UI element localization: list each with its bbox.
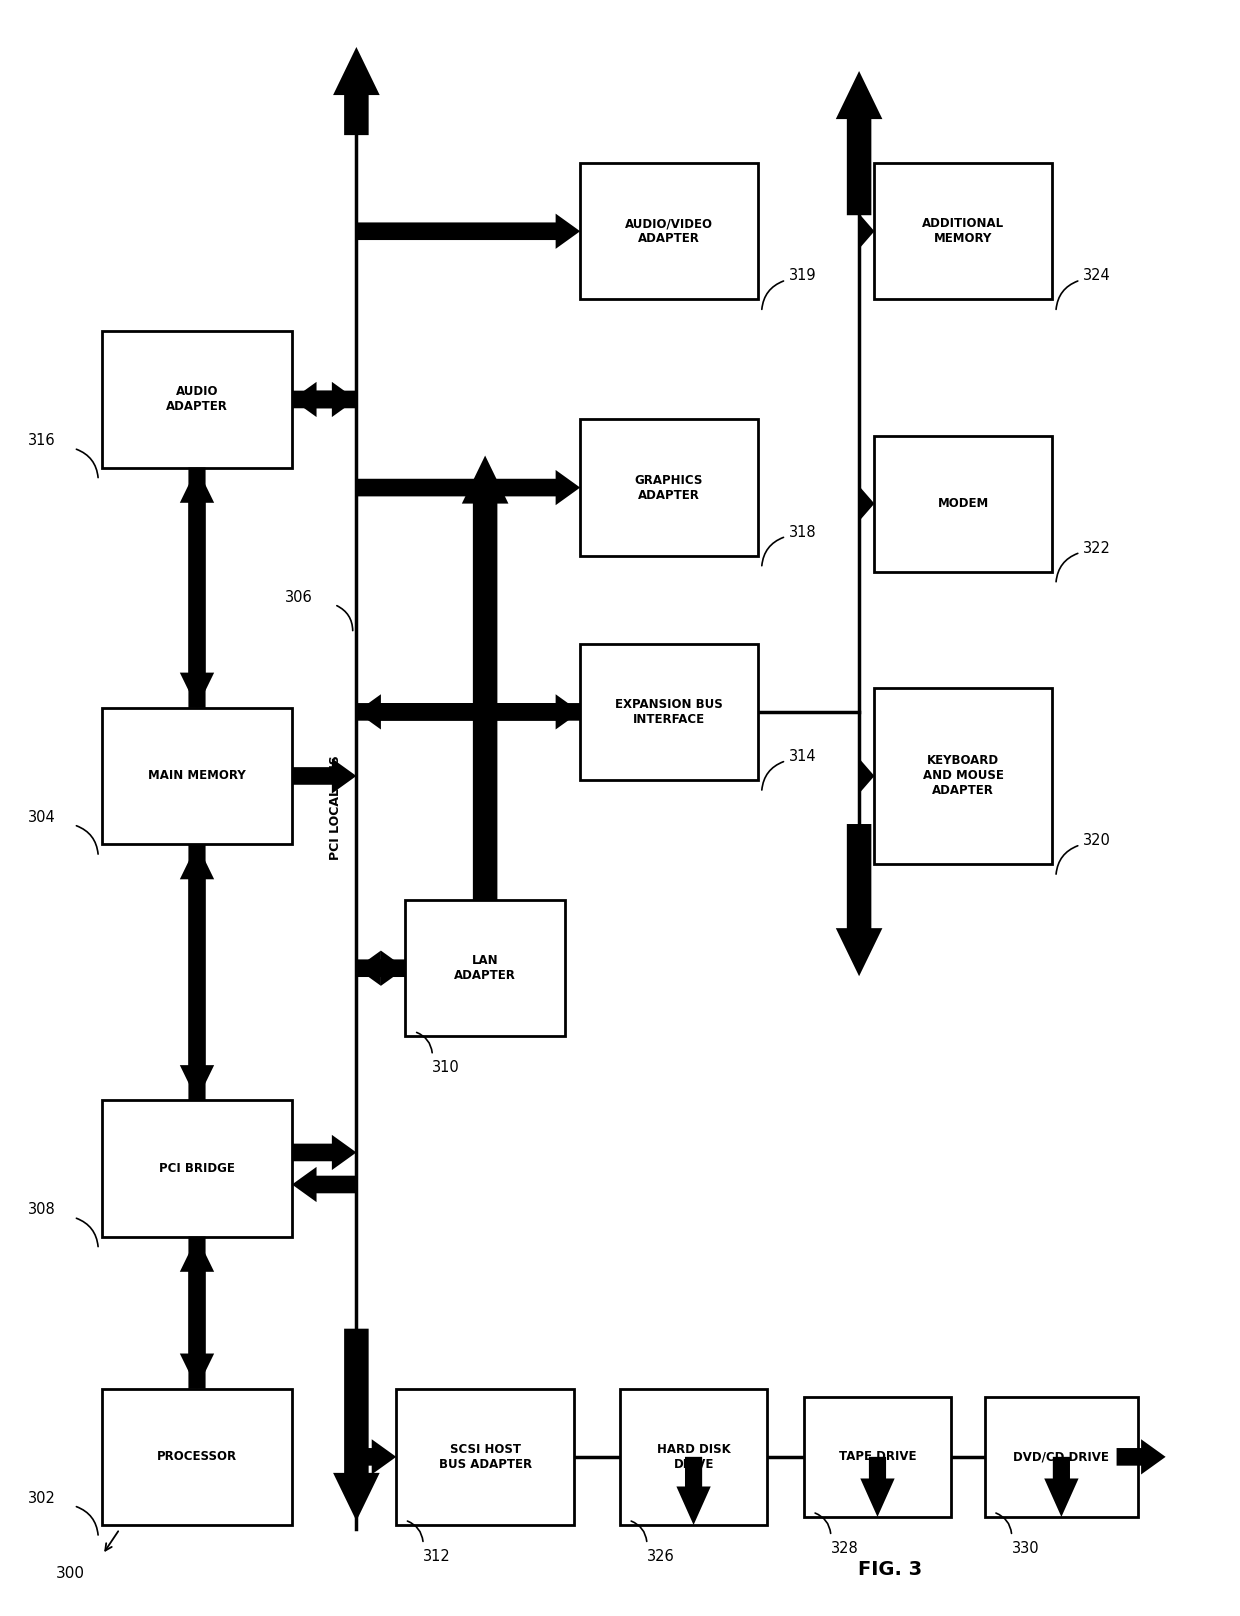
Text: 308: 308 <box>29 1202 56 1217</box>
Polygon shape <box>180 844 215 1100</box>
Polygon shape <box>356 1440 397 1474</box>
Text: 302: 302 <box>29 1490 56 1506</box>
Text: PROCESSOR: PROCESSOR <box>157 1450 237 1464</box>
Bar <box>102 708 291 844</box>
Text: PCI LOCAL BUS: PCI LOCAL BUS <box>329 756 342 860</box>
Bar <box>580 643 758 781</box>
Polygon shape <box>356 950 405 986</box>
Text: AUDIO/VIDEO
ADAPTER: AUDIO/VIDEO ADAPTER <box>625 217 713 246</box>
Polygon shape <box>1116 1440 1166 1474</box>
Text: 326: 326 <box>647 1550 675 1564</box>
Bar <box>874 435 1053 572</box>
Polygon shape <box>334 47 379 136</box>
Text: 312: 312 <box>423 1550 451 1564</box>
Text: MAIN MEMORY: MAIN MEMORY <box>148 769 246 782</box>
Polygon shape <box>1044 1458 1079 1517</box>
Bar <box>580 420 758 556</box>
Text: EXPANSION BUS
INTERFACE: EXPANSION BUS INTERFACE <box>615 698 723 726</box>
Text: 314: 314 <box>789 748 816 764</box>
Polygon shape <box>291 381 356 417</box>
Text: GRAPHICS
ADAPTER: GRAPHICS ADAPTER <box>635 473 703 501</box>
Bar <box>620 1388 768 1526</box>
Text: 300: 300 <box>56 1566 86 1582</box>
Polygon shape <box>861 1458 894 1517</box>
Polygon shape <box>180 467 215 708</box>
Polygon shape <box>180 467 215 708</box>
Bar <box>102 1388 291 1526</box>
Polygon shape <box>676 1458 711 1526</box>
Text: 316: 316 <box>29 433 56 448</box>
Text: 328: 328 <box>831 1542 858 1556</box>
Polygon shape <box>836 824 883 976</box>
Polygon shape <box>859 486 874 522</box>
Text: 306: 306 <box>285 590 312 604</box>
Text: FIG. 3: FIG. 3 <box>858 1559 921 1579</box>
Bar <box>985 1396 1138 1517</box>
Bar <box>874 688 1053 865</box>
Text: LAN
ADAPTER: LAN ADAPTER <box>454 953 516 983</box>
Polygon shape <box>356 213 580 249</box>
Text: KEYBOARD
AND MOUSE
ADAPTER: KEYBOARD AND MOUSE ADAPTER <box>923 755 1003 797</box>
Bar <box>397 1388 574 1526</box>
Text: SCSI HOST
BUS ADAPTER: SCSI HOST BUS ADAPTER <box>439 1443 532 1471</box>
Text: HARD DISK
DRIVE: HARD DISK DRIVE <box>657 1443 730 1471</box>
Text: MODEM: MODEM <box>937 498 990 511</box>
Polygon shape <box>356 695 580 729</box>
Polygon shape <box>461 456 508 900</box>
Polygon shape <box>180 1236 215 1388</box>
Polygon shape <box>859 213 874 249</box>
Text: 318: 318 <box>789 525 816 540</box>
Text: 330: 330 <box>1012 1542 1039 1556</box>
Text: 304: 304 <box>29 810 56 824</box>
Polygon shape <box>859 758 874 793</box>
Text: 310: 310 <box>433 1060 460 1075</box>
Polygon shape <box>180 844 215 1100</box>
Text: 320: 320 <box>1083 834 1111 848</box>
Text: DVD/CD DRIVE: DVD/CD DRIVE <box>1013 1450 1110 1464</box>
Polygon shape <box>291 1167 356 1202</box>
Polygon shape <box>356 950 405 986</box>
Polygon shape <box>334 1328 379 1521</box>
Text: 319: 319 <box>789 268 816 283</box>
Text: TAPE DRIVE: TAPE DRIVE <box>838 1450 916 1464</box>
Bar <box>804 1396 951 1517</box>
Text: 324: 324 <box>1083 268 1111 283</box>
Bar <box>874 163 1053 299</box>
Bar <box>580 163 758 299</box>
Text: PCI BRIDGE: PCI BRIDGE <box>159 1162 234 1175</box>
Text: 322: 322 <box>1083 541 1111 556</box>
Bar <box>102 1100 291 1236</box>
Polygon shape <box>356 470 580 506</box>
Polygon shape <box>180 1236 215 1388</box>
Bar <box>405 900 565 1036</box>
Text: AUDIO
ADAPTER: AUDIO ADAPTER <box>166 386 228 414</box>
Polygon shape <box>291 381 356 417</box>
Bar <box>102 331 291 467</box>
Text: ADDITIONAL
MEMORY: ADDITIONAL MEMORY <box>923 217 1004 246</box>
Polygon shape <box>291 758 356 793</box>
Polygon shape <box>356 695 580 729</box>
Polygon shape <box>291 1134 356 1170</box>
Polygon shape <box>836 71 883 215</box>
